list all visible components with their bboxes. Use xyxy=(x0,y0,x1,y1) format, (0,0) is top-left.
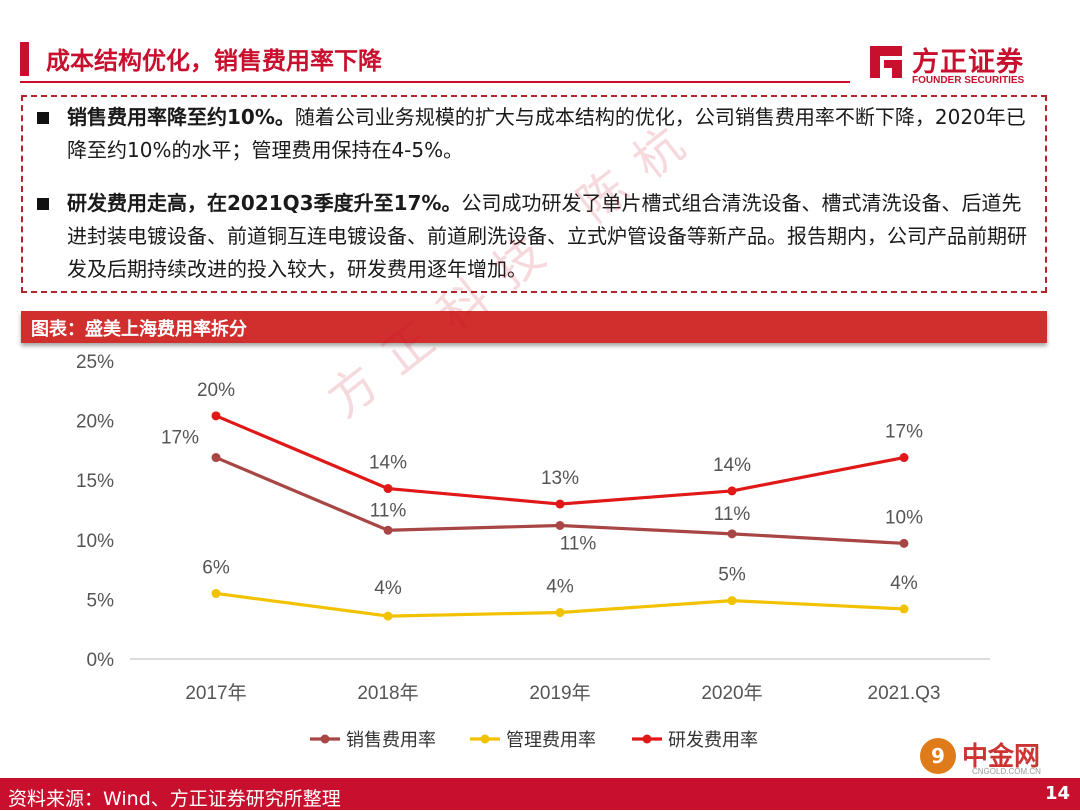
x-tick-label: 2021.Q3 xyxy=(868,683,941,704)
data-label: 6% xyxy=(202,557,230,578)
data-label: 17% xyxy=(161,428,199,449)
data-point xyxy=(555,499,565,509)
founder-securities-logo: 方正证券 FOUNDER SECURITIES xyxy=(866,42,1056,90)
data-point xyxy=(727,596,737,606)
x-tick-label: 2018年 xyxy=(357,682,418,704)
bullet-square-icon xyxy=(37,198,49,210)
legend-marker xyxy=(642,734,652,744)
data-label: 14% xyxy=(369,453,407,474)
footer-bar: 资料来源：Wind、方正证券研究所整理 14 xyxy=(0,778,1080,810)
bullet-square-icon xyxy=(37,112,49,124)
data-label: 11% xyxy=(370,500,407,521)
series-line xyxy=(215,414,905,506)
y-tick-label: 5% xyxy=(87,590,115,611)
expense-ratio-line-chart: 0% 5% 10% 15% 20% 25% 2017年 2018年 2019年 2020年 2021… xyxy=(76,352,990,751)
legend-marker xyxy=(480,734,490,744)
y-tick-label: 10% xyxy=(76,531,114,552)
legend-label: 管理费用率 xyxy=(506,730,596,751)
data-label: 5% xyxy=(718,565,746,586)
data-label: 10% xyxy=(885,507,923,528)
data-label: 4% xyxy=(890,573,918,594)
chart-header-bar: 图表：盛美上海费用率拆分 xyxy=(21,311,1047,343)
page-title-area: 成本结构优化，销售费用率下降 xyxy=(20,38,850,84)
bullet-text: 随着公司业务规模的扩大与成本结构的优化，公司销售费用率不断下降，2020年已降至… xyxy=(67,105,1026,162)
logo-brand-en: FOUNDER SECURITIES xyxy=(912,75,1025,86)
site-name: 中金网 xyxy=(962,742,1041,772)
cngold-logo: 9 中金网 CNGOLD.COM.CN xyxy=(920,736,1070,778)
source-note: 资料来源：Wind、方正证券研究所整理 xyxy=(8,788,341,810)
data-point xyxy=(899,453,909,463)
site-url: CNGOLD.COM.CN xyxy=(972,767,1041,776)
page-number: 14 xyxy=(1044,783,1070,804)
data-point xyxy=(555,520,565,530)
data-point xyxy=(899,604,909,614)
data-point xyxy=(727,529,737,539)
data-label: 4% xyxy=(374,578,402,599)
bullet-item: 销售费用率降至约10%。随着公司业务规模的扩大与成本结构的优化，公司销售费用率不… xyxy=(37,101,1037,167)
legend-marker xyxy=(320,734,330,744)
data-point xyxy=(383,525,393,535)
y-tick-label: 25% xyxy=(76,352,114,373)
data-label: 14% xyxy=(713,455,751,476)
x-tick-label: 2017年 xyxy=(185,682,246,704)
data-label: 13% xyxy=(541,468,579,489)
x-tick-label: 2020年 xyxy=(701,682,762,704)
page-title: 成本结构优化，销售费用率下降 xyxy=(46,47,382,75)
data-point xyxy=(899,538,909,548)
chart-title: 图表：盛美上海费用率拆分 xyxy=(31,319,247,340)
logo-mark-icon xyxy=(870,46,902,78)
data-point xyxy=(211,411,221,421)
data-point xyxy=(555,608,565,618)
title-underline xyxy=(20,81,850,83)
bullet-heading: 研发费用走高，在2021Q3季度升至17%。 xyxy=(67,191,462,215)
data-point xyxy=(383,484,393,494)
logo-brand-cn: 方正证券 xyxy=(912,47,1024,78)
data-label: 11% xyxy=(714,504,751,525)
y-tick-label: 20% xyxy=(76,412,114,433)
legend-label: 销售费用率 xyxy=(346,730,436,751)
data-point xyxy=(727,486,737,496)
bullet-heading: 销售费用率降至约10%。 xyxy=(67,105,295,129)
data-label: 17% xyxy=(885,422,923,443)
bullet-item: 研发费用走高，在2021Q3季度升至17%。公司成功研发了单片槽式组合清洗设备、… xyxy=(37,187,1037,286)
coin-icon: 9 xyxy=(920,738,956,774)
legend-label: 研发费用率 xyxy=(668,730,758,751)
y-tick-label: 0% xyxy=(87,650,115,671)
x-tick-label: 2019年 xyxy=(529,682,590,704)
data-label: 11% xyxy=(560,533,597,554)
title-accent-bar xyxy=(20,42,29,76)
data-label: 4% xyxy=(546,577,574,598)
data-point xyxy=(211,453,221,463)
data-point xyxy=(211,588,221,598)
summary-box: 销售费用率降至约10%。随着公司业务规模的扩大与成本结构的优化，公司销售费用率不… xyxy=(21,95,1047,293)
data-label: 20% xyxy=(197,380,235,401)
data-point xyxy=(383,611,393,621)
bullet-text: 公司成功研发了单片槽式组合清洗设备、槽式清洗设备、后道先进封装电镀设备、前道铜互… xyxy=(67,191,1027,281)
y-tick-label: 15% xyxy=(76,471,114,492)
